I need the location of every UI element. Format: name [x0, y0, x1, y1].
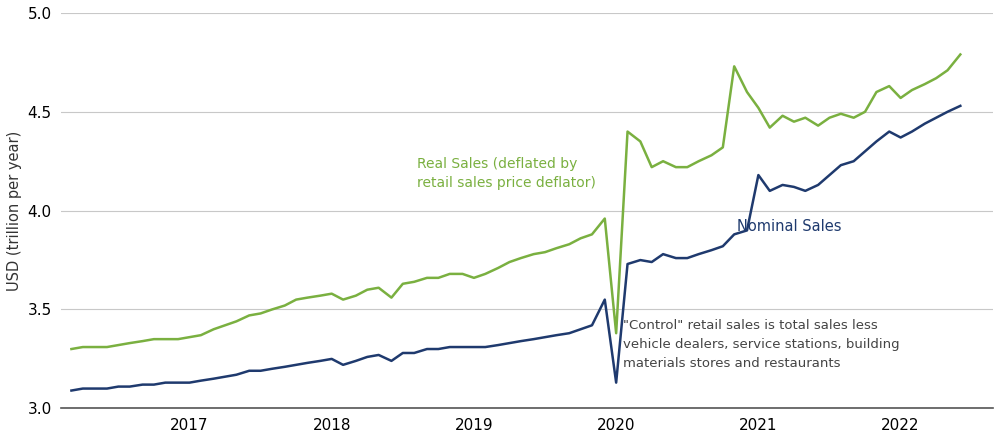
Text: Real Sales (deflated by
retail sales price deflator): Real Sales (deflated by retail sales pri…: [417, 157, 596, 190]
Y-axis label: USD (trillion per year): USD (trillion per year): [7, 131, 22, 291]
Text: "Control" retail sales is total sales less
vehicle dealers, service stations, bu: "Control" retail sales is total sales le…: [623, 319, 900, 370]
Text: Nominal Sales: Nominal Sales: [737, 219, 842, 234]
